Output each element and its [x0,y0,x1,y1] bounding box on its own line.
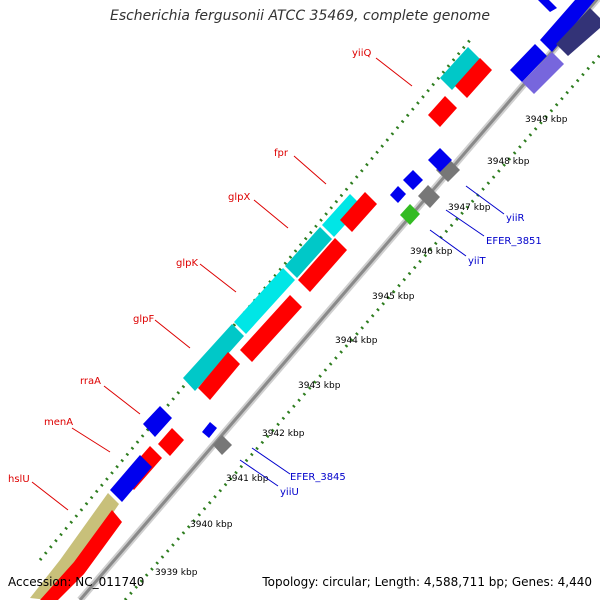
feature-glpX-region[interactable] [285,227,332,278]
gene-leader-menA [71,427,111,453]
scale-label-3948: 3948 kbp [487,157,530,167]
cds-top-blue-2[interactable] [540,0,595,52]
feature-rraA-region[interactable] [143,406,172,437]
cds-yiiT[interactable] [400,204,420,225]
cds-glpK[interactable] [240,295,302,362]
cds-menA-blue[interactable] [110,455,152,502]
accession-label: Accession: NC_011740 [8,575,145,589]
gene-leader-fpr [293,155,327,185]
cds-yiiQ-1[interactable] [428,96,457,127]
cds-yiiR-1[interactable] [390,186,406,203]
gene-leader-yiiU [239,459,279,487]
feature-fpr-region[interactable] [322,194,362,237]
feature-hslU-region[interactable] [30,493,119,600]
cds-glpX[interactable] [298,238,347,292]
gene-label-yiiQ[interactable]: yiiQ [352,48,371,59]
gene-leader-yiiR [465,185,505,215]
feature-glpK-region[interactable] [234,268,295,334]
cds-top-slate[interactable] [522,52,564,94]
cds-fpr[interactable] [340,192,377,232]
gene-label-glpX[interactable]: glpX [228,192,250,203]
feature-yiiQ-region[interactable] [440,47,480,90]
scale-label-3949: 3949 kbp [525,115,568,125]
cds-rraA[interactable] [158,428,184,456]
cds-yiiR-2[interactable] [403,170,423,190]
gene-label-glpK[interactable]: glpK [176,258,198,269]
gene-label-fpr[interactable]: fpr [274,148,289,159]
gene-label-EFER_3851[interactable]: EFER_3851 [486,236,542,247]
gene-label-yiiR[interactable]: yiiR [506,213,524,224]
gene-label-glpF[interactable]: glpF [133,314,154,325]
scale-label-3947: 3947 kbp [448,203,491,213]
scale-label-3940: 3940 kbp [190,520,233,530]
cds-yiiQ-2[interactable] [455,58,492,98]
gene-label-rraA[interactable]: rraA [80,376,101,387]
scale-label-3941: 3941 kbp [226,474,269,484]
gene-label-menA[interactable]: menA [44,417,73,428]
cds-yiiR-4[interactable] [428,148,452,172]
gene-label-EFER_3845[interactable]: EFER_3845 [290,472,346,483]
page-title: Escherichia fergusonii ATCC 35469, compl… [109,8,491,24]
scale-label-3939: 3939 kbp [155,568,198,578]
scale-labels: 3939 kbp 3940 kbp 3941 kbp 3942 kbp 3943 kbp… [155,115,568,578]
scale-label-3946: 3946 kbp [410,247,453,257]
gene-leader-yiiT [429,229,467,257]
gene-label-hslU[interactable]: hslU [8,474,30,485]
cds-top-blue-1[interactable] [510,44,547,82]
gene-label-yiiT[interactable]: yiiT [468,256,486,267]
cds-EFER_3851[interactable] [418,185,440,208]
cds-top-navy[interactable] [556,8,600,56]
feature-top-region[interactable] [538,0,557,12]
gene-leader-EFER_3851 [445,209,485,237]
backbone [78,0,599,600]
scale-label-3944: 3944 kbp [335,336,378,346]
cds-EFER_3845[interactable] [213,435,232,455]
gene-leader-glpF [154,319,191,349]
cds-glpF[interactable] [198,352,240,400]
gene-labels: hslU menA rraA glpF glpK glpX fpr yiiQ yiiU EFER_… [8,48,542,511]
cds-hslU[interactable] [40,510,122,600]
gene-leader-hslU [31,481,69,511]
inner-dotted-ring [123,54,600,600]
gene-leader-EFER_3845 [251,447,291,475]
genome-summary: Topology: circular; Length: 4,588,711 bp… [262,575,592,589]
cds-yiiU[interactable] [202,422,217,438]
gene-leader-glpX [253,199,289,229]
gene-leader-yiiQ [375,57,413,87]
gene-leader-glpK [199,263,237,293]
feature-glpF-region[interactable] [183,324,244,391]
gene-label-yiiU[interactable]: yiiU [280,487,299,498]
scale-label-3943: 3943 kbp [298,381,341,391]
scale-label-3942: 3942 kbp [262,429,305,439]
gene-leader-rraA [103,385,141,415]
scale-label-3945: 3945 kbp [372,292,415,302]
